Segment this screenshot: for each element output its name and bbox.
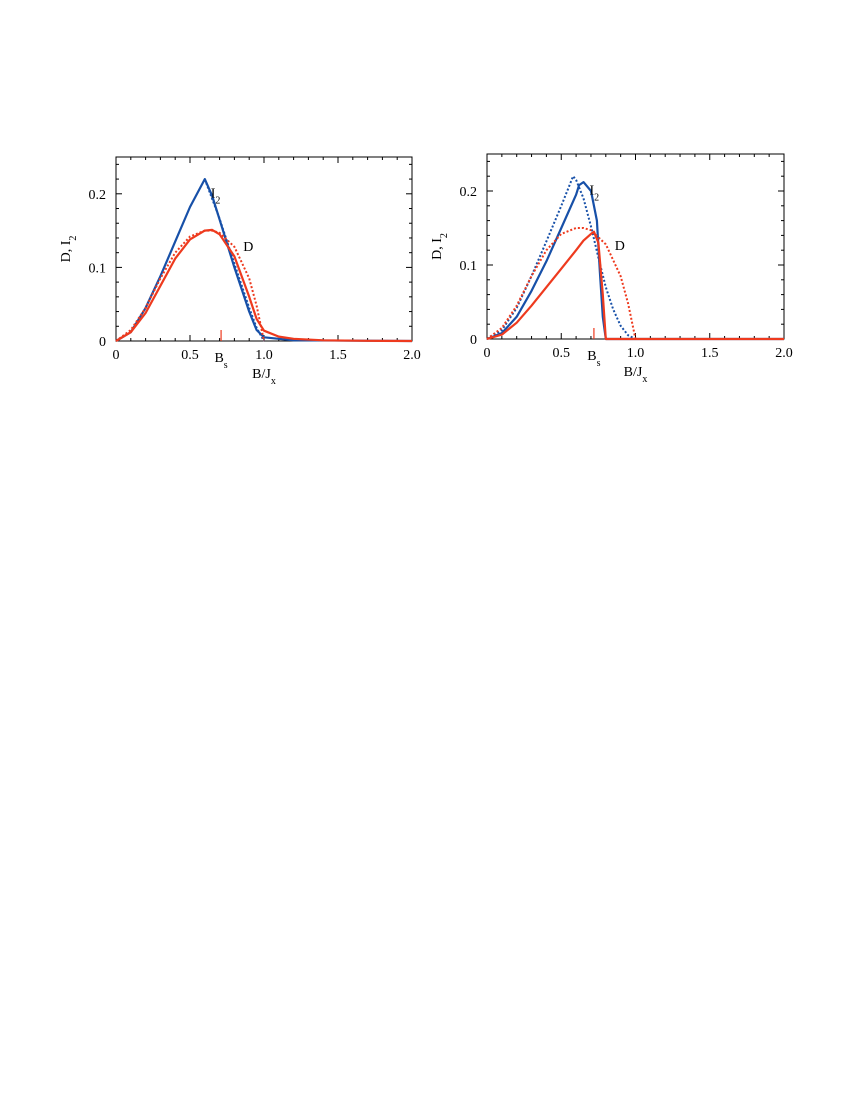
y-tick-label: 0 bbox=[470, 333, 477, 348]
bs-marker-label: Bs bbox=[214, 351, 227, 371]
y-tick-label: 0.2 bbox=[460, 185, 478, 200]
y-tick-label: 0.2 bbox=[89, 188, 107, 203]
series-I2-dotted bbox=[486, 175, 636, 340]
y-tick-label: 0.1 bbox=[89, 261, 107, 276]
x-tick-label: 1.0 bbox=[255, 348, 273, 363]
x-axis-label: B/Jx bbox=[252, 367, 276, 387]
x-tick-label: 1.0 bbox=[627, 346, 645, 361]
plot-frame bbox=[115, 156, 413, 342]
curve-label-D: D bbox=[615, 239, 625, 254]
plot-frame bbox=[486, 153, 785, 340]
series-D-solid bbox=[486, 230, 784, 341]
series-D-dotted bbox=[486, 227, 637, 340]
x-tick-label: 0.5 bbox=[181, 348, 199, 363]
x-tick-label: 1.5 bbox=[329, 348, 347, 363]
x-axis-label: B/Jx bbox=[624, 365, 648, 385]
x-tick-label: 2.0 bbox=[403, 348, 421, 363]
series-D-dotted bbox=[115, 229, 265, 342]
x-tick-label: 0 bbox=[113, 348, 120, 363]
x-tick-label: 2.0 bbox=[775, 346, 793, 361]
panel-2: 0 0.5 1.0 1.5 2.0 0 0.1 0.2 B/Jx D, I2 Bs I2 D bbox=[430, 153, 793, 385]
series-I2-solid bbox=[486, 181, 784, 341]
y-tick-label: 0 bbox=[99, 335, 106, 350]
x-tick-label: 1.5 bbox=[701, 346, 719, 361]
y-axis-label: D, I2 bbox=[59, 236, 79, 263]
series-I2-solid bbox=[115, 178, 413, 343]
curve-label-I2: I2 bbox=[211, 186, 221, 206]
bs-marker-label: Bs bbox=[587, 349, 600, 369]
series-I2-dotted bbox=[203, 178, 265, 342]
series-D-solid bbox=[115, 228, 413, 343]
x-tick-label: 0.5 bbox=[553, 346, 571, 361]
panel-1: 0 0.5 1.0 1.5 2.0 0 0.1 0.2 B/Jx D, I2 Bs I2 D bbox=[59, 156, 421, 387]
y-axis-label: D, I2 bbox=[430, 233, 450, 260]
curve-label-D: D bbox=[243, 240, 253, 255]
curve-label-I2: I2 bbox=[589, 184, 599, 204]
x-tick-label: 0 bbox=[484, 346, 491, 361]
y-tick-label: 0.1 bbox=[460, 259, 478, 274]
